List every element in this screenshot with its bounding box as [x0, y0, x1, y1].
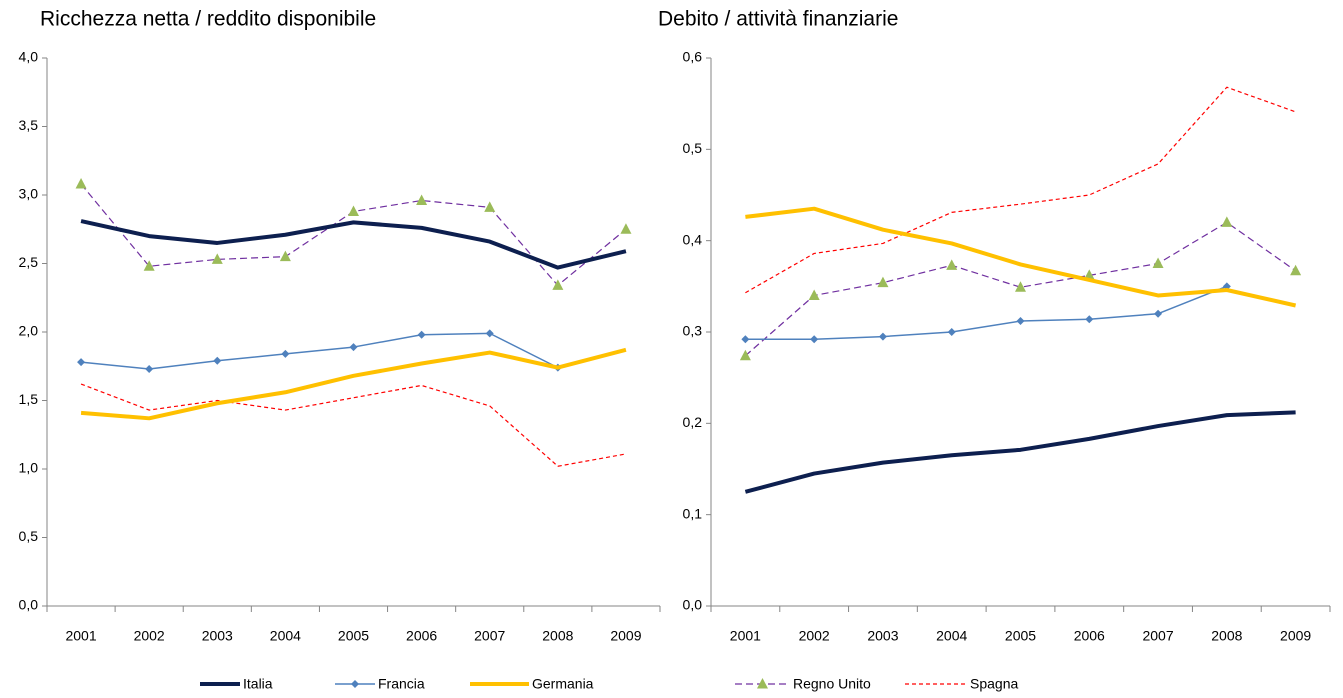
- marker: [1085, 315, 1094, 324]
- x-tick-label: 2007: [1142, 628, 1173, 644]
- marker: [1221, 216, 1233, 227]
- marker: [1016, 317, 1025, 326]
- marker: [1154, 309, 1163, 318]
- legend-label: Germania: [532, 676, 594, 692]
- marker: [810, 335, 819, 344]
- x-tick-label: 2008: [1211, 628, 1242, 644]
- y-tick-label: 2,5: [19, 254, 39, 270]
- y-tick-label: 0,4: [683, 231, 703, 247]
- y-tick-label: 0,5: [683, 140, 703, 156]
- x-tick-label: 2005: [1005, 628, 1036, 644]
- legend-label: Italia: [243, 676, 273, 692]
- marker: [877, 276, 889, 288]
- marker: [417, 330, 426, 339]
- x-tick-label: 2007: [474, 628, 505, 644]
- x-tick-label: 2008: [542, 628, 573, 644]
- marker: [947, 328, 956, 336]
- marker: [348, 205, 359, 216]
- marker: [484, 201, 496, 212]
- marker: [1290, 264, 1302, 276]
- marker: [281, 349, 290, 358]
- marker: [1152, 257, 1164, 268]
- y-tick-label: 0,1: [683, 505, 703, 521]
- marker: [1083, 269, 1095, 280]
- legend-label: Regno Unito: [793, 676, 871, 692]
- y-tick-label: 0,2: [683, 414, 703, 430]
- y-tick-label: 0,0: [19, 597, 39, 613]
- x-tick-label: 2004: [936, 628, 967, 644]
- marker: [552, 279, 564, 290]
- series-line: [744, 410, 1296, 494]
- x-tick-label: 2009: [1280, 628, 1311, 644]
- marker: [349, 343, 358, 352]
- y-tick-label: 3,0: [19, 186, 39, 202]
- marker: [739, 349, 751, 361]
- y-tick-label: 0,0: [683, 597, 703, 613]
- marker: [143, 260, 155, 271]
- series-line: [745, 285, 1228, 341]
- marker: [145, 364, 154, 373]
- y-tick-label: 0,6: [683, 49, 703, 65]
- x-tick-label: 2001: [730, 628, 761, 644]
- marker: [211, 253, 223, 264]
- marker: [213, 356, 222, 365]
- series-line: [744, 221, 1296, 357]
- marker: [416, 194, 428, 205]
- x-tick-label: 2009: [610, 628, 641, 644]
- marker: [878, 332, 887, 341]
- marker: [620, 223, 632, 234]
- marker: [485, 329, 494, 338]
- y-tick-label: 0,5: [19, 528, 39, 544]
- series-line: [80, 183, 627, 287]
- chart-title: Debito / attività finanziarie: [658, 8, 898, 31]
- y-tick-label: 3,5: [19, 117, 39, 133]
- y-tick-label: 1,5: [19, 391, 39, 407]
- series-line: [80, 383, 627, 467]
- x-tick-label: 2006: [1074, 628, 1105, 644]
- x-tick-label: 2002: [799, 628, 830, 644]
- y-tick-label: 4,0: [19, 49, 39, 65]
- series-line: [80, 219, 627, 270]
- marker: [77, 358, 86, 367]
- marker: [1015, 281, 1026, 292]
- x-tick-label: 2002: [134, 628, 165, 644]
- series-line: [745, 206, 1297, 308]
- y-tick-label: 1,0: [19, 460, 39, 476]
- y-tick-label: 0,3: [683, 323, 703, 339]
- marker: [75, 178, 87, 189]
- marker: [808, 289, 820, 300]
- marker: [279, 250, 291, 262]
- series-line: [745, 86, 1296, 294]
- series-line: [80, 332, 559, 370]
- legend-marker: [757, 678, 768, 689]
- x-tick-label: 2001: [65, 628, 96, 644]
- legend-label: Francia: [378, 676, 425, 692]
- y-tick-label: 2,0: [19, 323, 39, 339]
- marker: [946, 259, 958, 270]
- x-tick-label: 2004: [270, 628, 301, 644]
- x-tick-label: 2003: [202, 628, 233, 644]
- series-line: [80, 347, 627, 421]
- legend-label: Spagna: [970, 676, 1018, 692]
- x-tick-label: 2005: [338, 628, 369, 644]
- legend-marker: [351, 680, 359, 688]
- x-tick-label: 2006: [406, 628, 437, 644]
- chart-title: Ricchezza netta / reddito disponibile: [40, 8, 376, 31]
- x-tick-label: 2003: [867, 628, 898, 644]
- marker: [741, 335, 750, 344]
